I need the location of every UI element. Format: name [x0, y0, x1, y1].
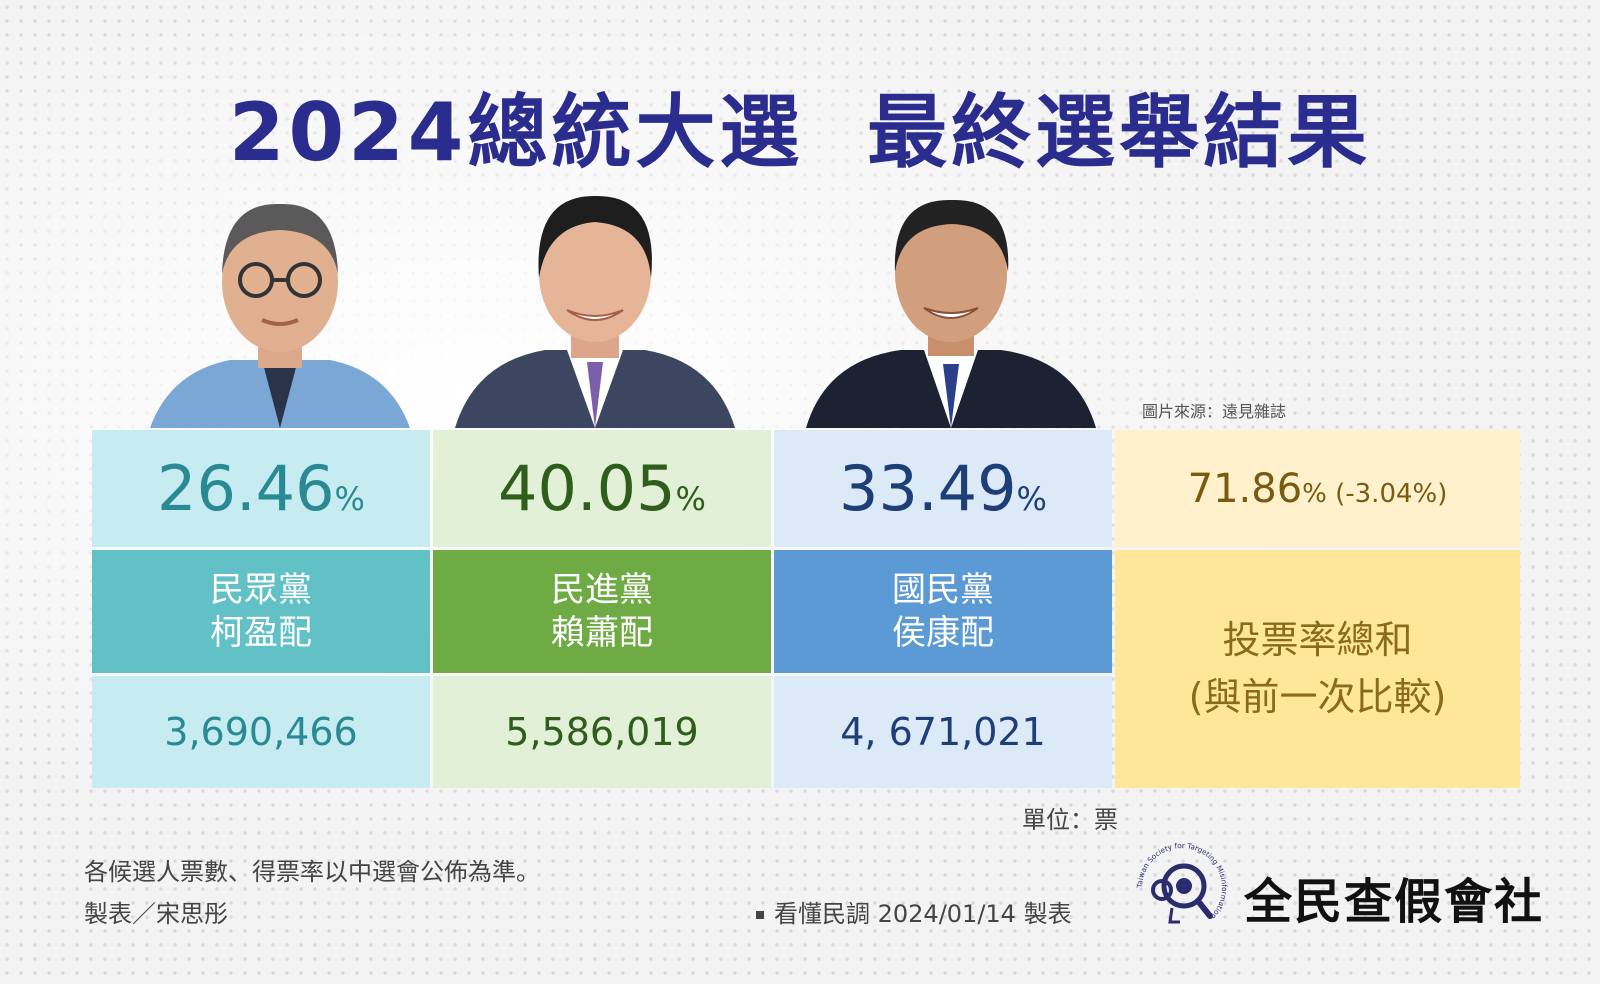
- candidate-1-photo: [140, 182, 420, 428]
- candidate-2-votes-cell: 5,586,019: [433, 676, 771, 788]
- turnout-comparison-label: (與前一次比較): [1188, 675, 1447, 719]
- candidate-1-votes-cell: 3,690,466: [92, 676, 430, 788]
- turnout-pct-cell: 71.86% (-3.04%): [1115, 430, 1520, 547]
- candidate-3-photo: [806, 182, 1096, 428]
- pct-unit: %: [334, 480, 365, 518]
- candidate-2-ticket: 賴蕭配: [551, 612, 653, 653]
- candidate-2-party: 民進黨: [551, 570, 653, 610]
- candidate-3-pct-cell: 33.49%: [774, 430, 1112, 547]
- candidate-2-pct: 40.05: [498, 452, 676, 525]
- candidate-1-party-cell: 民眾黨 柯盈配: [92, 550, 430, 673]
- candidate-2-votes: 5,586,019: [505, 710, 699, 754]
- turnout-pct: 71.86: [1187, 465, 1303, 512]
- candidate-2-party-cell: 民進黨 賴蕭配: [433, 550, 771, 673]
- production-credit: 看懂民調 2024/01/14 製表: [756, 894, 1072, 929]
- turnout-label-cell: 投票率總和 (與前一次比較): [1115, 550, 1520, 788]
- candidate-3-pct: 33.49: [839, 452, 1017, 525]
- candidate-1-pct-cell: 26.46%: [92, 430, 430, 547]
- results-table: 26.46% 40.05% 33.49% 71.86% (-3.04%) 民眾黨…: [92, 430, 1520, 788]
- candidate-2-photo: [455, 182, 735, 428]
- turnout-pct-suffix: % (-3.04%): [1302, 478, 1448, 509]
- bullet-square-icon: [756, 911, 764, 919]
- pct-unit: %: [675, 480, 706, 518]
- logo-name: 全民查假會社: [1244, 874, 1545, 930]
- candidate-3-party: 國民黨: [892, 570, 994, 610]
- production-credit-text: 看懂民調 2024/01/14 製表: [774, 900, 1072, 928]
- candidate-1-ticket: 柯盈配: [210, 612, 312, 653]
- page-title: 2024總統大選 最終選舉結果: [228, 86, 1372, 179]
- candidate-2-pct-cell: 40.05%: [433, 430, 771, 547]
- candidate-3-votes: 4, 671,021: [840, 710, 1046, 754]
- disclaimer-note: 各候選人票數、得票率以中選會公佈為準。: [84, 858, 540, 886]
- photo-source: 圖片來源：遠見雜誌: [1142, 402, 1287, 421]
- candidate-3-party-cell: 國民黨 侯康配: [774, 550, 1112, 673]
- pct-unit: %: [1016, 480, 1047, 518]
- candidate-1-party: 民眾黨: [210, 570, 312, 610]
- candidate-3-votes-cell: 4, 671,021: [774, 676, 1112, 788]
- author-credit: 製表／宋思彤: [84, 900, 228, 928]
- candidate-3-ticket: 侯康配: [892, 612, 994, 653]
- candidate-1-pct: 26.46: [157, 452, 335, 525]
- magnifier-logo-icon: Taiwan Society for Targeting Misinformat…: [1132, 838, 1232, 938]
- unit-label: 單位：票: [1022, 806, 1118, 834]
- turnout-label: 投票率總和: [1222, 618, 1413, 662]
- candidate-1-votes: 3,690,466: [164, 710, 358, 754]
